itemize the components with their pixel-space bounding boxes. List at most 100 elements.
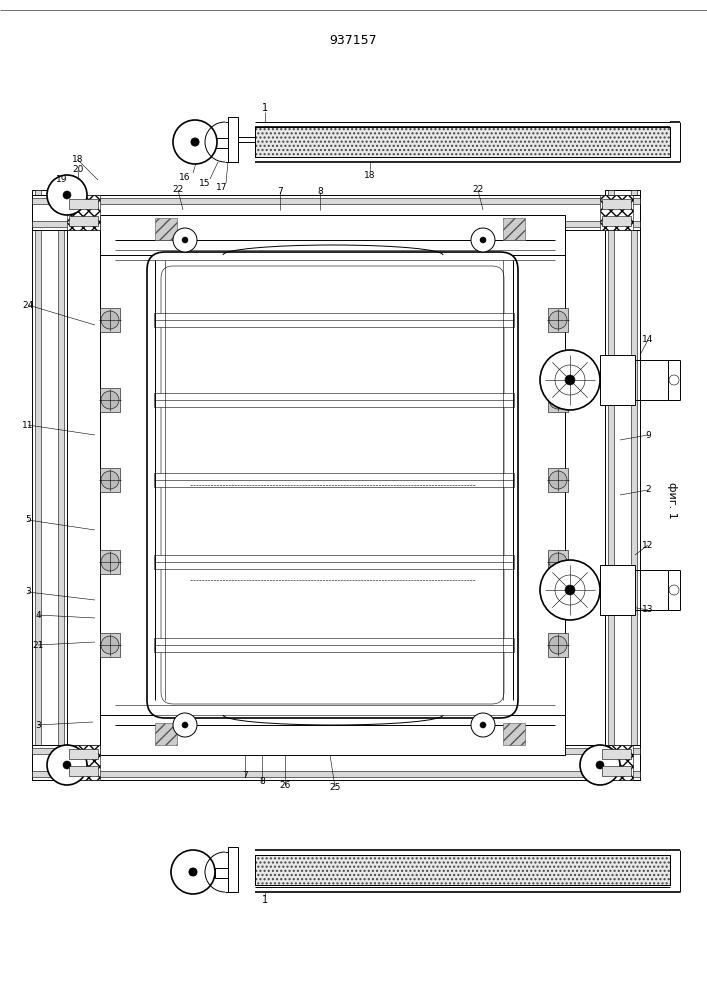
Circle shape bbox=[669, 585, 679, 595]
Bar bbox=[67, 195, 100, 230]
Circle shape bbox=[101, 553, 119, 571]
Bar bbox=[605, 190, 640, 780]
Bar bbox=[154, 473, 514, 487]
Bar bbox=[600, 565, 635, 615]
Circle shape bbox=[580, 745, 620, 785]
Text: 5: 5 bbox=[25, 516, 31, 524]
Bar bbox=[154, 555, 514, 569]
Text: 24: 24 bbox=[23, 300, 34, 310]
Circle shape bbox=[540, 350, 600, 410]
Bar bbox=[548, 550, 568, 574]
Text: 2: 2 bbox=[645, 486, 651, 494]
Bar bbox=[600, 745, 633, 780]
Text: 22: 22 bbox=[472, 186, 484, 194]
Bar bbox=[255, 855, 670, 885]
Text: 3: 3 bbox=[25, 587, 31, 596]
Bar bbox=[154, 638, 514, 652]
Bar bbox=[100, 715, 565, 755]
Circle shape bbox=[173, 713, 197, 737]
Text: 1: 1 bbox=[262, 895, 268, 905]
Bar bbox=[69, 766, 98, 776]
Bar bbox=[32, 198, 640, 204]
FancyBboxPatch shape bbox=[161, 266, 504, 704]
Bar bbox=[100, 388, 120, 412]
Text: 9: 9 bbox=[645, 430, 651, 440]
Circle shape bbox=[540, 560, 600, 620]
Bar bbox=[32, 221, 640, 227]
Circle shape bbox=[189, 868, 197, 876]
Bar bbox=[100, 215, 565, 255]
Text: 17: 17 bbox=[216, 184, 228, 192]
Circle shape bbox=[47, 745, 87, 785]
Bar bbox=[510, 225, 565, 745]
Bar bbox=[602, 216, 631, 226]
Circle shape bbox=[101, 636, 119, 654]
Bar bbox=[32, 190, 67, 780]
Text: 18: 18 bbox=[364, 170, 375, 180]
Text: фиг. 1: фиг. 1 bbox=[667, 482, 677, 518]
Bar bbox=[255, 127, 670, 157]
Bar bbox=[35, 190, 41, 780]
Circle shape bbox=[63, 191, 71, 199]
Bar bbox=[32, 748, 640, 754]
Bar bbox=[100, 550, 120, 574]
Circle shape bbox=[182, 722, 188, 728]
FancyBboxPatch shape bbox=[147, 252, 518, 718]
Bar bbox=[215, 138, 228, 148]
Circle shape bbox=[191, 138, 199, 146]
Circle shape bbox=[669, 375, 679, 385]
Bar bbox=[100, 633, 120, 657]
Circle shape bbox=[596, 761, 604, 769]
Text: 7: 7 bbox=[277, 188, 283, 196]
Text: 26: 26 bbox=[279, 780, 291, 790]
Bar bbox=[32, 195, 640, 230]
Text: 11: 11 bbox=[22, 420, 34, 430]
Circle shape bbox=[549, 553, 567, 571]
Bar bbox=[602, 749, 631, 759]
Bar bbox=[155, 723, 177, 745]
Circle shape bbox=[101, 471, 119, 489]
Bar bbox=[600, 355, 635, 405]
Bar bbox=[58, 190, 64, 780]
Bar bbox=[631, 190, 637, 780]
Bar bbox=[602, 766, 631, 776]
Circle shape bbox=[471, 228, 495, 252]
Bar bbox=[32, 771, 640, 777]
Text: 3: 3 bbox=[35, 720, 41, 730]
Circle shape bbox=[101, 311, 119, 329]
Bar bbox=[255, 855, 670, 885]
Text: 8: 8 bbox=[259, 778, 265, 786]
Circle shape bbox=[101, 391, 119, 409]
Circle shape bbox=[549, 391, 567, 409]
Bar bbox=[100, 308, 120, 332]
Circle shape bbox=[182, 237, 188, 243]
Circle shape bbox=[480, 722, 486, 728]
Circle shape bbox=[471, 713, 495, 737]
Text: 15: 15 bbox=[199, 180, 211, 188]
Text: 8: 8 bbox=[317, 188, 323, 196]
Bar bbox=[69, 199, 98, 209]
Bar bbox=[228, 117, 238, 162]
Circle shape bbox=[63, 761, 71, 769]
Text: 14: 14 bbox=[643, 336, 654, 344]
Text: 25: 25 bbox=[329, 782, 341, 792]
Text: 19: 19 bbox=[57, 176, 68, 184]
Bar bbox=[503, 218, 525, 240]
Bar bbox=[154, 393, 514, 407]
Circle shape bbox=[565, 585, 575, 595]
Circle shape bbox=[480, 237, 486, 243]
Bar bbox=[100, 225, 155, 745]
Bar bbox=[255, 127, 670, 157]
Bar bbox=[69, 749, 98, 759]
Bar bbox=[548, 633, 568, 657]
Circle shape bbox=[47, 175, 87, 215]
Text: 937157: 937157 bbox=[329, 33, 377, 46]
Bar bbox=[600, 195, 633, 230]
Text: 13: 13 bbox=[642, 605, 654, 614]
Bar bbox=[69, 216, 98, 226]
Bar bbox=[503, 723, 525, 745]
Bar bbox=[608, 190, 614, 780]
Circle shape bbox=[173, 228, 197, 252]
Bar bbox=[32, 745, 640, 780]
Text: 22: 22 bbox=[173, 186, 184, 194]
